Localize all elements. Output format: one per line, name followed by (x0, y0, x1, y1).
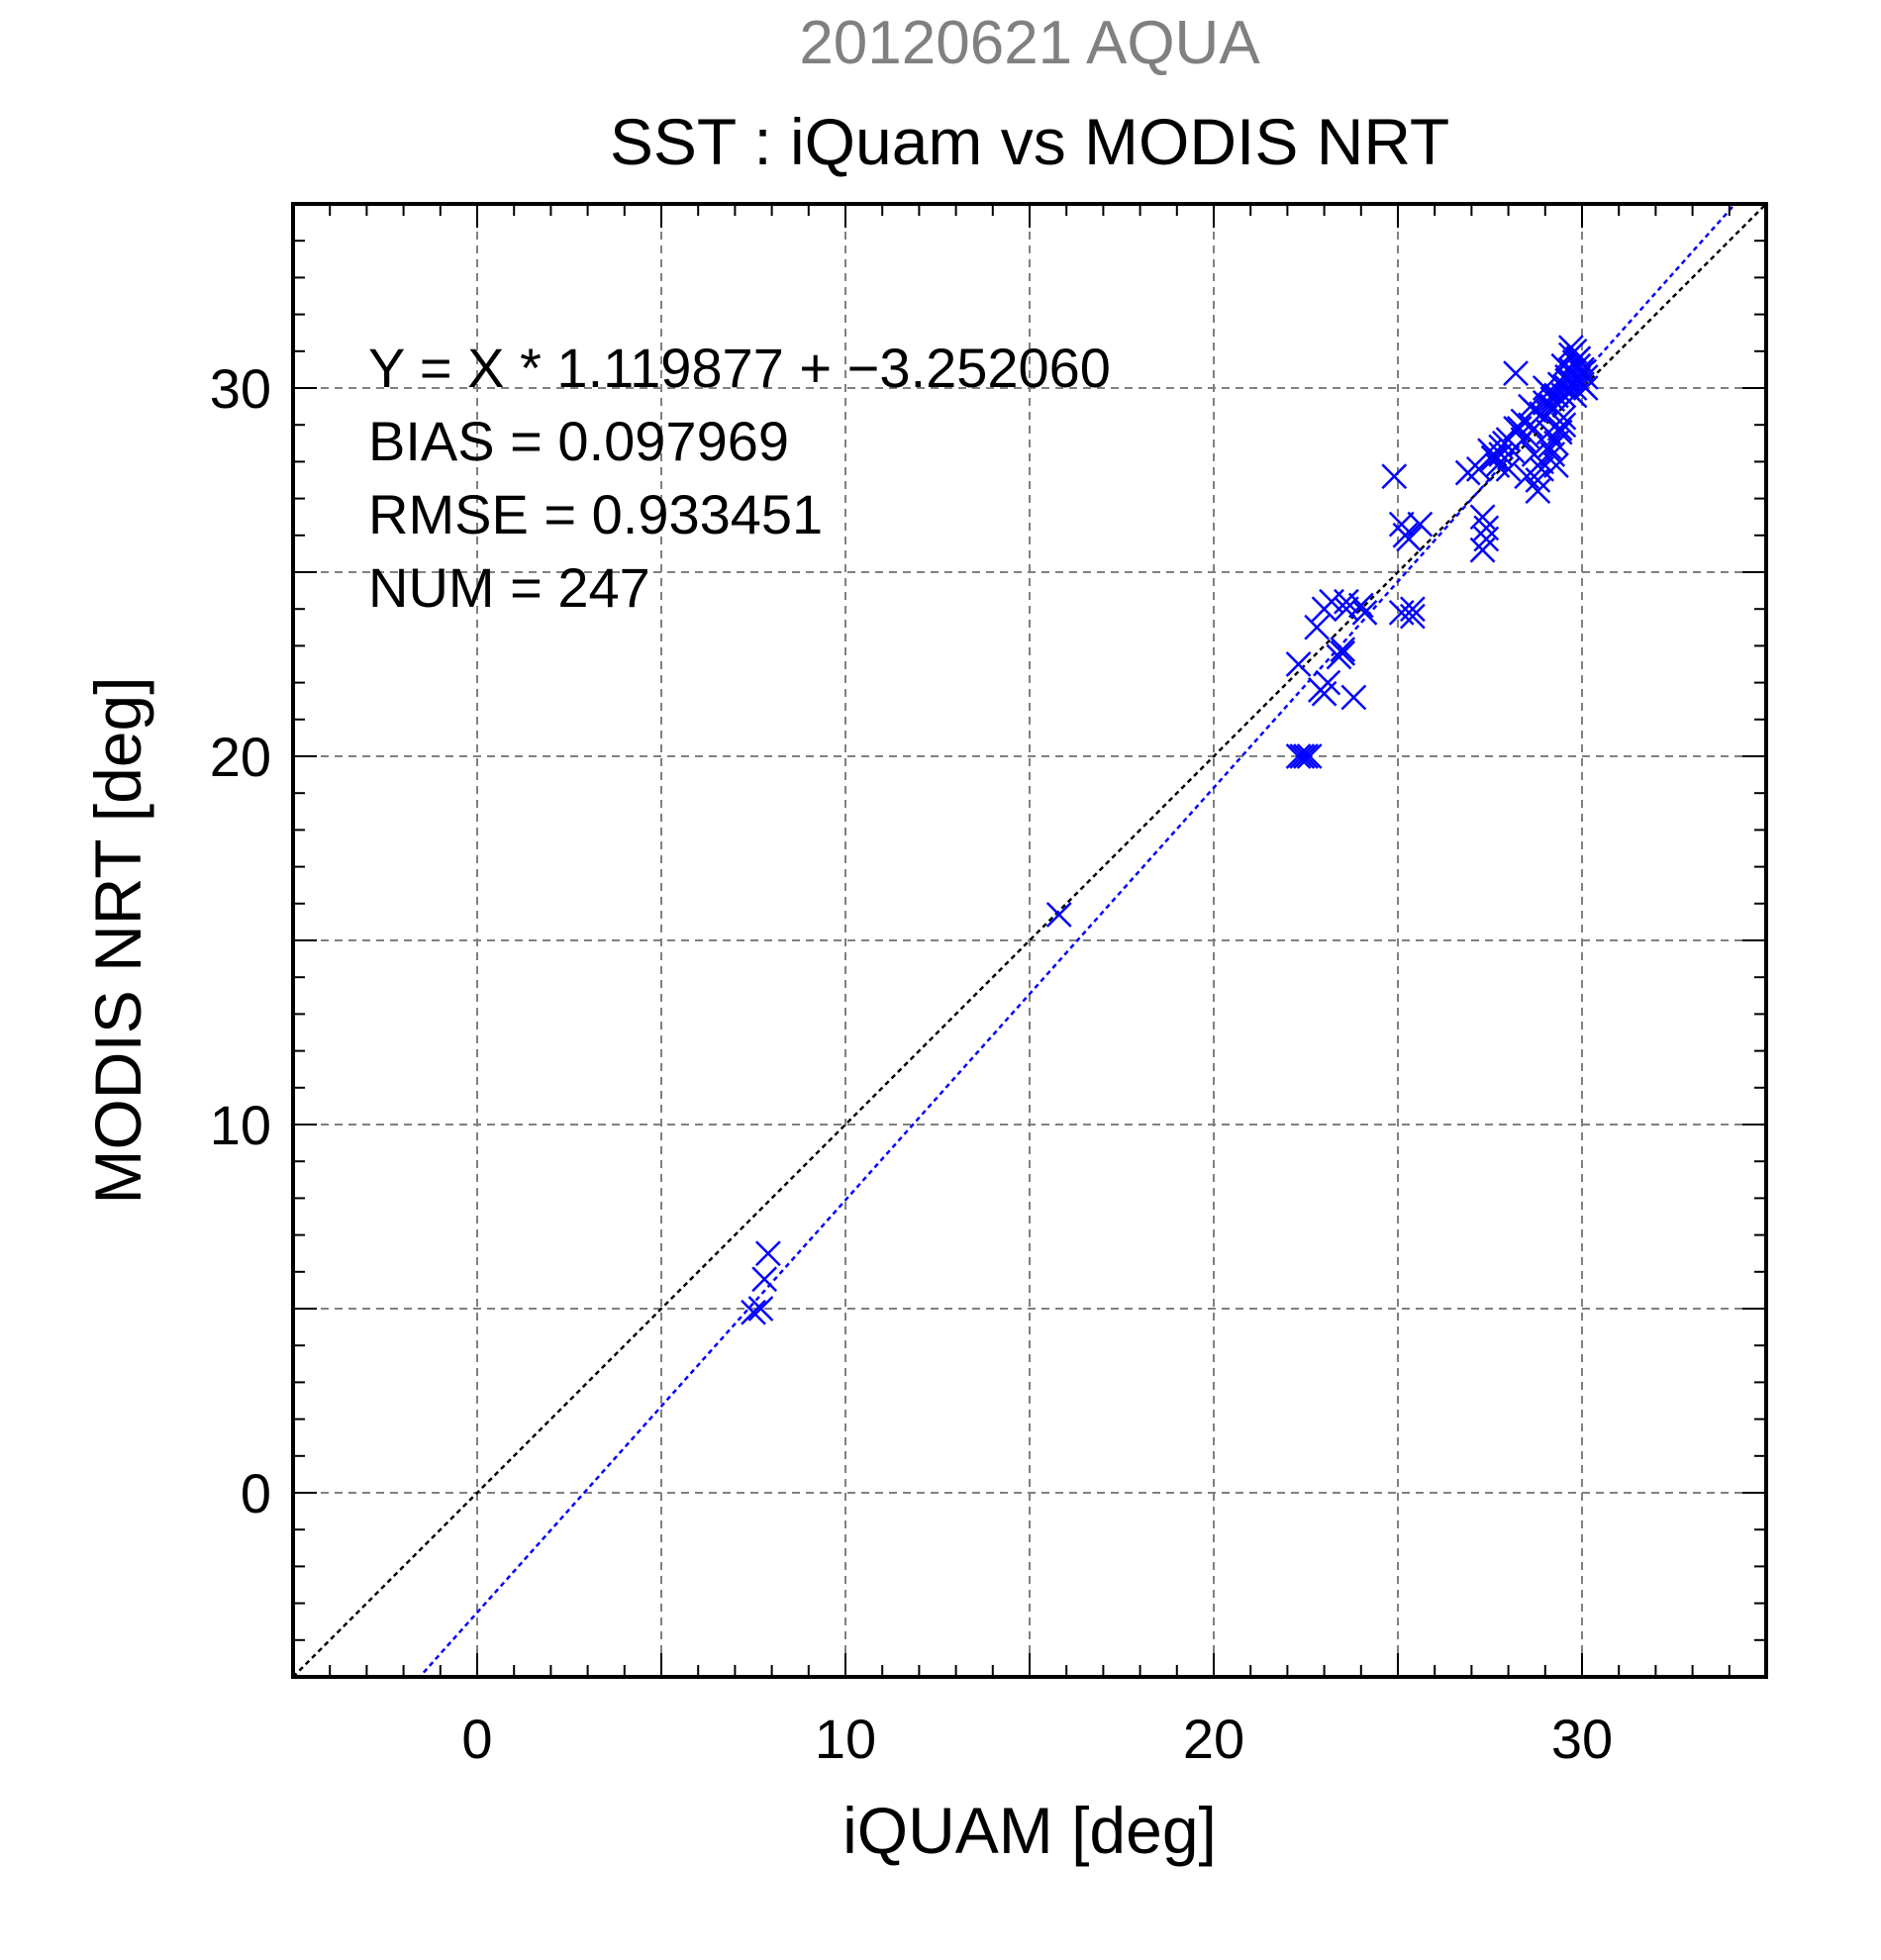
bias-text: BIAS = 0.097969 (368, 410, 789, 472)
data-point-marker (1480, 444, 1507, 471)
data-point-marker (1296, 743, 1323, 769)
data-point-marker (1510, 408, 1536, 435)
data-point-marker (741, 1299, 766, 1325)
data-point-marker (1381, 463, 1408, 490)
data-point-marker (1293, 743, 1319, 769)
data-point-marker (1285, 743, 1312, 769)
y-axis-label: MODIS NRT [deg] (81, 676, 154, 1204)
data-point-marker (1539, 386, 1566, 413)
data-point-marker (1340, 684, 1367, 711)
data-point-marker (1304, 614, 1331, 640)
data-point-marker (751, 1266, 778, 1293)
data-point-marker (1529, 448, 1554, 475)
data-point-marker (754, 1240, 781, 1267)
data-point-marker (1334, 588, 1359, 615)
data-point-marker (1399, 603, 1426, 630)
reference-lines (293, 204, 1766, 1677)
fit-line (418, 204, 1737, 1677)
y-tick-label: 0 (241, 1462, 271, 1524)
data-point-marker (1543, 452, 1569, 479)
grid-lines (293, 204, 1766, 1677)
x-tick-labels: 0 10 20 30 (461, 1708, 1613, 1770)
data-point-marker (1535, 419, 1562, 445)
data-point-marker (1347, 592, 1374, 619)
data-point-marker (1561, 382, 1588, 409)
data-point-marker (1554, 363, 1581, 390)
num-text: NUM = 247 (368, 556, 650, 619)
data-point-marker (1330, 639, 1356, 666)
data-point-marker (747, 1296, 774, 1322)
data-point-marker (1495, 427, 1522, 452)
data-point-marker (1330, 637, 1356, 663)
data-point-marker (1396, 526, 1423, 552)
data-point-marker (1351, 600, 1378, 626)
y-tick-label: 10 (210, 1094, 271, 1156)
x-axis-label: iQUAM [deg] (842, 1794, 1217, 1867)
data-point-marker (1045, 902, 1072, 928)
data-point-marker (1285, 651, 1312, 677)
data-point-marker (1565, 345, 1592, 372)
data-point-marker (1569, 371, 1595, 398)
data-point-marker (1532, 375, 1558, 401)
data-point-marker (1473, 515, 1500, 541)
data-point-marker (1399, 596, 1426, 623)
chart-suptitle: 20120621 AQUA (799, 9, 1260, 77)
data-point-marker (1569, 360, 1595, 387)
data-point-marker (1525, 478, 1551, 505)
y-tick-label: 30 (210, 357, 271, 420)
scatter-points (741, 335, 1599, 1325)
fit-equation-text: Y = X * 1.119877 + −3.252060 (368, 337, 1111, 399)
stats-annotation: Y = X * 1.119877 + −3.252060 BIAS = 0.09… (368, 337, 1111, 619)
data-point-marker (1503, 360, 1529, 387)
data-point-marker (1289, 743, 1316, 769)
data-point-marker (1315, 669, 1341, 696)
data-point-marker (1557, 335, 1584, 360)
plot-frame (291, 202, 1768, 1679)
y-tick-label: 20 (210, 726, 271, 788)
data-point-marker (1518, 393, 1543, 420)
x-tick-label: 30 (1551, 1708, 1613, 1770)
y-tick-labels: 0 10 20 30 (210, 357, 271, 1524)
data-point-marker (1407, 511, 1434, 538)
data-point-marker (1473, 526, 1500, 552)
x-tick-label: 20 (1183, 1708, 1244, 1770)
rmse-text: RMSE = 0.933451 (368, 483, 823, 545)
chart-title: SST : iQuam vs MODIS NRT (610, 105, 1449, 178)
x-tick-label: 0 (461, 1708, 492, 1770)
x-tick-label: 10 (815, 1708, 876, 1770)
